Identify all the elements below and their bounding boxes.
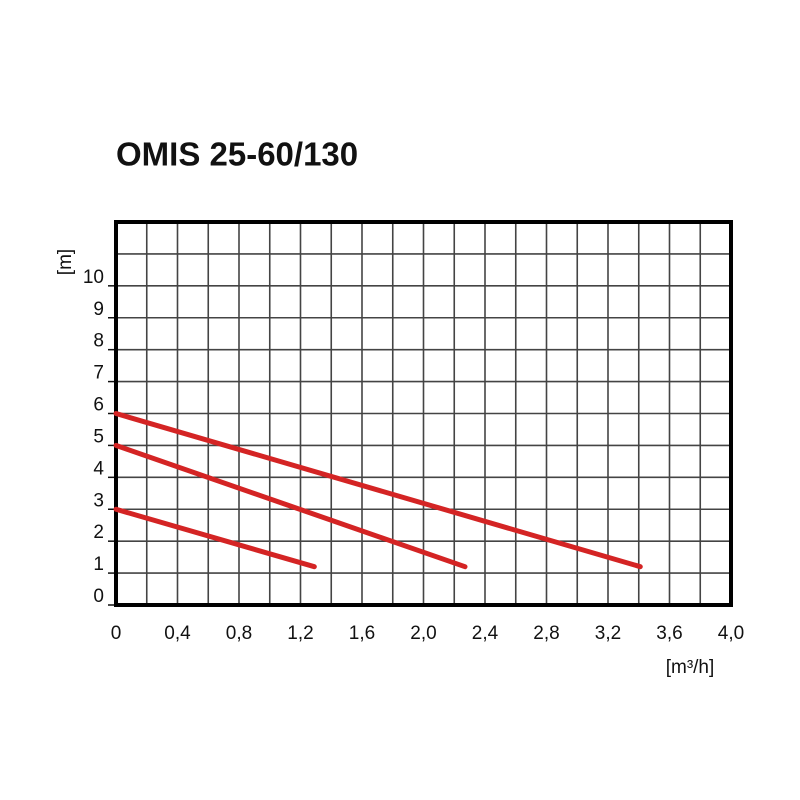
x-tick-label: 0 xyxy=(111,623,122,644)
chart-title: OMIS 25-60/130 xyxy=(116,136,358,173)
y-tick-label: 10 xyxy=(83,267,104,288)
x-tick-label: 3,6 xyxy=(656,623,682,644)
curve xyxy=(113,442,468,570)
y-tick-label: 5 xyxy=(93,426,104,447)
y-tick-label: 6 xyxy=(93,395,104,416)
curve xyxy=(113,411,643,570)
x-tick-label: 1,2 xyxy=(287,623,313,644)
y-tick-label: 9 xyxy=(93,299,104,320)
x-tick-label: 3,2 xyxy=(595,623,621,644)
x-axis-label: [m³/h] xyxy=(666,657,715,678)
x-tick-label: 0,8 xyxy=(226,623,252,644)
x-tick-label: 4,0 xyxy=(718,623,744,644)
y-tick-label: 0 xyxy=(93,586,104,607)
x-tick-label: 0,4 xyxy=(164,623,191,644)
y-tick-label: 1 xyxy=(93,554,104,575)
x-tick-label: 2,0 xyxy=(410,623,436,644)
y-tick-label: 8 xyxy=(93,331,104,352)
x-tick-label: 2,4 xyxy=(472,623,499,644)
x-tick-label: 1,6 xyxy=(349,623,375,644)
y-tick-label: 4 xyxy=(93,458,104,479)
x-tick-label: 2,8 xyxy=(533,623,559,644)
y-tick-label: 3 xyxy=(93,490,104,511)
curve xyxy=(113,506,317,570)
y-tick-label: 2 xyxy=(93,522,104,543)
y-axis-label: [m] xyxy=(55,249,76,275)
y-tick-label: 7 xyxy=(93,363,104,384)
